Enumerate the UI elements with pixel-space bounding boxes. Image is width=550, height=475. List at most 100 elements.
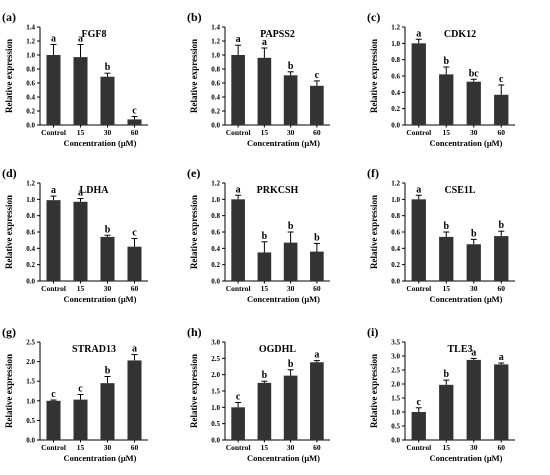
significance-letter: b xyxy=(443,56,449,67)
y-tick-label: 0.2 xyxy=(26,261,35,269)
significance-letter: a xyxy=(236,34,241,45)
panel-label: (g) xyxy=(2,325,16,339)
y-tick-label: 1.2 xyxy=(211,180,220,188)
chart-title: STRAD13 xyxy=(72,344,116,355)
bar xyxy=(467,82,481,125)
significance-letter: c xyxy=(51,389,56,400)
y-tick-label: 0.2 xyxy=(211,108,220,116)
significance-letter: b xyxy=(105,62,111,73)
bar xyxy=(46,55,60,125)
y-tick-label: 1.2 xyxy=(211,38,220,46)
y-tick-label: 1.0 xyxy=(26,52,35,60)
bar xyxy=(127,247,141,281)
bar xyxy=(46,200,60,281)
y-tick-label: 1.0 xyxy=(391,40,400,48)
significance-letter: b xyxy=(288,221,294,232)
y-tick-label: 1.2 xyxy=(26,180,35,188)
x-tick-label: Control xyxy=(226,128,251,137)
bar xyxy=(100,237,114,281)
significance-letter: b xyxy=(288,359,294,370)
bar xyxy=(258,252,272,281)
significance-letter: b xyxy=(262,231,268,242)
significance-letter: a xyxy=(499,352,504,363)
x-axis-label: Concentration (μM) xyxy=(63,138,136,148)
bar xyxy=(231,199,245,281)
bar xyxy=(412,43,426,125)
y-tick-label: 0.8 xyxy=(26,212,35,220)
chart-panel: (b) PAPSS2 0.0 0.2 0.4 0.6 0.8 1.0 1.2 1.4 Relativ… xyxy=(187,10,330,148)
y-tick-label: 0.4 xyxy=(26,94,35,102)
significance-letter: a xyxy=(51,34,56,45)
chart-title: FGF8 xyxy=(82,29,107,40)
bar xyxy=(258,58,272,125)
y-tick-label: 2.5 xyxy=(391,367,400,375)
x-tick-label: 30 xyxy=(470,284,478,293)
y-tick-label: 0.8 xyxy=(391,212,400,220)
x-tick-label: 15 xyxy=(443,284,451,293)
x-tick-label: 15 xyxy=(261,284,269,293)
bar xyxy=(100,77,114,125)
chart-title: LDHA xyxy=(80,185,110,196)
chart-panel: (d) LDHA 0.0 0.2 0.4 0.6 0.8 1.0 1.2 Relative exp… xyxy=(2,166,148,304)
x-tick-label: 60 xyxy=(313,284,321,293)
y-tick-label: 1.0 xyxy=(391,409,400,417)
y-tick-label: 2.0 xyxy=(211,371,220,379)
y-tick-label: 0.0 xyxy=(391,122,400,130)
significance-letter: a xyxy=(132,344,137,355)
y-tick-label: 0.5 xyxy=(211,420,220,428)
x-tick-label: 30 xyxy=(104,128,112,137)
significance-letter: a xyxy=(416,184,421,195)
y-tick-label: 0.6 xyxy=(211,80,220,88)
bar xyxy=(73,202,87,281)
significance-letter: c xyxy=(132,228,137,239)
bar xyxy=(494,95,508,125)
y-tick-label: 0.2 xyxy=(211,261,220,269)
y-tick-label: 0.2 xyxy=(26,108,35,116)
chart-panel: (f)CSE1L0.00.20.40.60.81.01.2Relative ex… xyxy=(367,166,515,304)
x-tick-label: Control xyxy=(406,128,431,137)
y-tick-label: 0.4 xyxy=(26,245,35,253)
chart-title: TLE3 xyxy=(447,344,472,355)
x-tick-label: 60 xyxy=(498,284,506,293)
panel-label: (b) xyxy=(187,10,202,24)
bar xyxy=(310,252,324,281)
significance-letter: b xyxy=(443,221,449,232)
y-tick-label: 0.8 xyxy=(211,212,220,220)
bar xyxy=(73,57,87,125)
y-axis-label: Relative expression xyxy=(369,195,379,269)
significance-letter: b xyxy=(314,232,320,243)
x-axis-label: Concentration (μM) xyxy=(247,138,320,148)
y-tick-label: 2.0 xyxy=(26,358,35,366)
bar xyxy=(127,119,141,125)
y-tick-label: 1.5 xyxy=(26,378,35,386)
y-tick-label: 1.0 xyxy=(211,196,220,204)
significance-letter: c xyxy=(417,397,422,408)
y-tick-label: 1.5 xyxy=(211,388,220,396)
y-tick-label: 1.2 xyxy=(391,24,400,32)
significance-letter: a xyxy=(471,348,476,359)
significance-letter: b xyxy=(443,369,449,380)
x-tick-label: 30 xyxy=(104,443,112,452)
y-tick-label: 0.4 xyxy=(391,89,400,97)
significance-letter: a xyxy=(78,188,83,199)
significance-letter: b xyxy=(105,365,111,376)
chart-panel: (a) FGF8 0.0 0.2 0.4 0.6 0.8 1.0 1.2 1.4 Relative … xyxy=(2,10,148,148)
x-tick-label: Control xyxy=(41,443,66,452)
significance-letter: b xyxy=(262,370,268,381)
x-tick-label: 60 xyxy=(498,443,506,452)
x-tick-label: 15 xyxy=(77,284,85,293)
chart-panel: (c)CDK120.00.20.40.60.81.01.2Relative ex… xyxy=(367,10,515,148)
x-tick-label: 15 xyxy=(443,443,451,452)
x-tick-label: 15 xyxy=(261,128,269,137)
y-tick-label: 3.0 xyxy=(391,353,400,361)
bar xyxy=(46,401,60,440)
y-tick-label: 2.0 xyxy=(391,381,400,389)
chart-title: PRKCSH xyxy=(257,185,299,196)
x-tick-label: 15 xyxy=(77,443,85,452)
y-tick-label: 3.5 xyxy=(391,339,400,347)
significance-letter: b xyxy=(471,228,477,239)
x-axis-label: Concentration (μM) xyxy=(429,138,502,148)
panel-label: (d) xyxy=(2,166,17,180)
y-tick-label: 0.4 xyxy=(391,245,400,253)
